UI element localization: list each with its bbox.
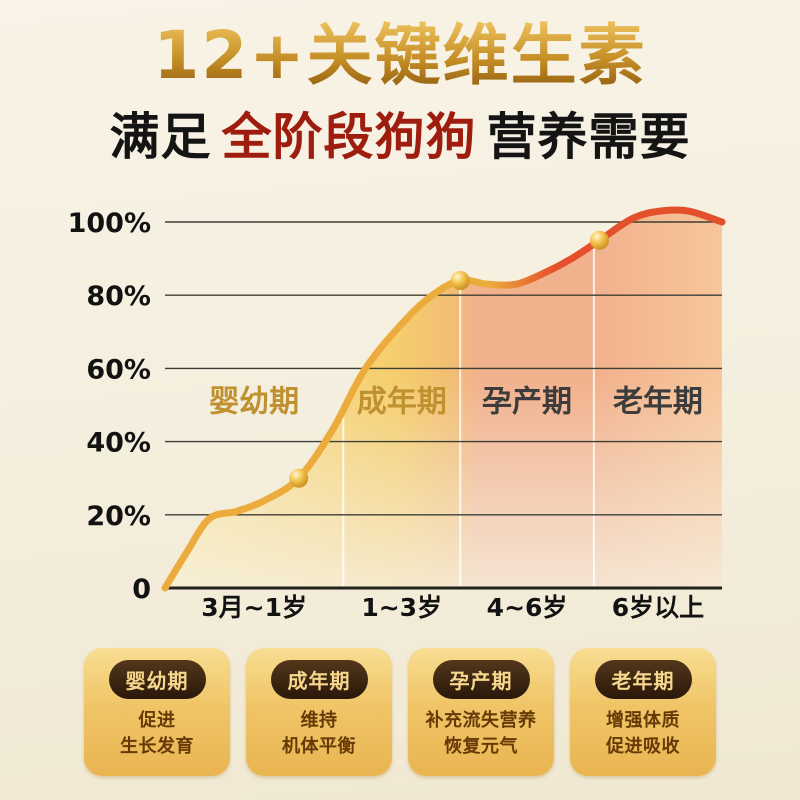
stage-card-text: 促进 生长发育 (120, 708, 194, 760)
subtitle-highlight: 全阶段狗狗 (221, 107, 477, 166)
stage-card-pill: 成年期 (270, 660, 368, 699)
stage-card-text: 补充流失营养 恢复元气 (426, 708, 537, 760)
subtitle-prefix: 满足 (109, 107, 212, 166)
growth-stage-chart: 100% 80% 60% 40% 20% 0 婴幼期 3月~1岁 成年期 1~3岁 孕产期 4~6岁 老… (68, 206, 726, 622)
stage-card-adult: 成年期 维持 机体平衡 (246, 648, 392, 776)
stage-card-line1: 增强体质 (606, 710, 680, 731)
stage-label: 婴幼期 (209, 384, 299, 419)
y-tick-label: 100% (68, 208, 151, 239)
stage-card-line2: 机体平衡 (282, 736, 356, 758)
stage-card-line2: 恢复元气 (444, 736, 518, 758)
stage-label: 孕产期 (482, 384, 572, 419)
marker-dot-icon (289, 468, 309, 488)
stage-card-line2: 生长发育 (120, 736, 194, 758)
stage-card-line1: 维持 (300, 710, 338, 731)
stage-card-line1: 补充流失营养 (425, 710, 537, 731)
x-tick-label: 3月~1岁 (201, 593, 307, 622)
stage-card-senior: 老年期 增强体质 促进吸收 (570, 648, 716, 776)
subtitle-suffix: 营养需要 (486, 107, 691, 166)
x-tick-label: 4~6岁 (487, 593, 568, 622)
y-tick-label: 80% (86, 281, 151, 312)
y-tick-label: 60% (86, 354, 151, 385)
stage-card-line1: 促进 (138, 710, 176, 731)
stage-card-pill: 孕产期 (432, 660, 530, 699)
stage-card-text: 增强体质 促进吸收 (606, 708, 680, 760)
stage-card-pill: 老年期 (594, 660, 692, 699)
y-tick-label: 40% (86, 428, 151, 459)
y-tick-label: 0 (132, 574, 151, 605)
stage-cards: 婴幼期 促进 生长发育 成年期 维持 机体平衡 孕产期 补充流失营养 恢复元气 … (84, 648, 716, 776)
header: 12+关键维生素 满足 全阶段狗狗 营养需要 (0, 19, 800, 169)
stage-card-pill: 婴幼期 (108, 660, 206, 699)
page-title: 12+关键维生素 (0, 19, 800, 93)
y-tick-label: 20% (86, 501, 151, 532)
stage-card-infant: 婴幼期 促进 生长发育 (84, 648, 230, 776)
stage-label: 成年期 (357, 384, 447, 419)
marker-dot-icon (450, 271, 470, 291)
stage-card-line2: 促进吸收 (606, 736, 680, 758)
stage-label: 老年期 (613, 384, 703, 419)
growth-curve (161, 206, 726, 592)
x-tick-label: 6岁以上 (612, 593, 704, 622)
stage-card-pregnancy: 孕产期 补充流失营养 恢复元气 (408, 648, 554, 776)
stage-card-text: 维持 机体平衡 (282, 708, 356, 760)
x-tick-label: 1~3岁 (361, 593, 442, 622)
page-subtitle: 满足 全阶段狗狗 营养需要 (0, 97, 800, 169)
marker-dot-icon (589, 230, 609, 250)
